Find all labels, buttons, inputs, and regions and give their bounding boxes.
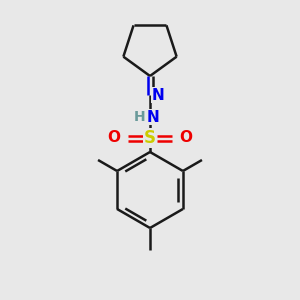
Text: H: H [134,110,146,124]
Text: S: S [144,129,156,147]
Text: O: O [107,130,121,146]
Text: O: O [179,130,193,146]
Text: N: N [152,88,164,103]
Text: N: N [147,110,159,124]
